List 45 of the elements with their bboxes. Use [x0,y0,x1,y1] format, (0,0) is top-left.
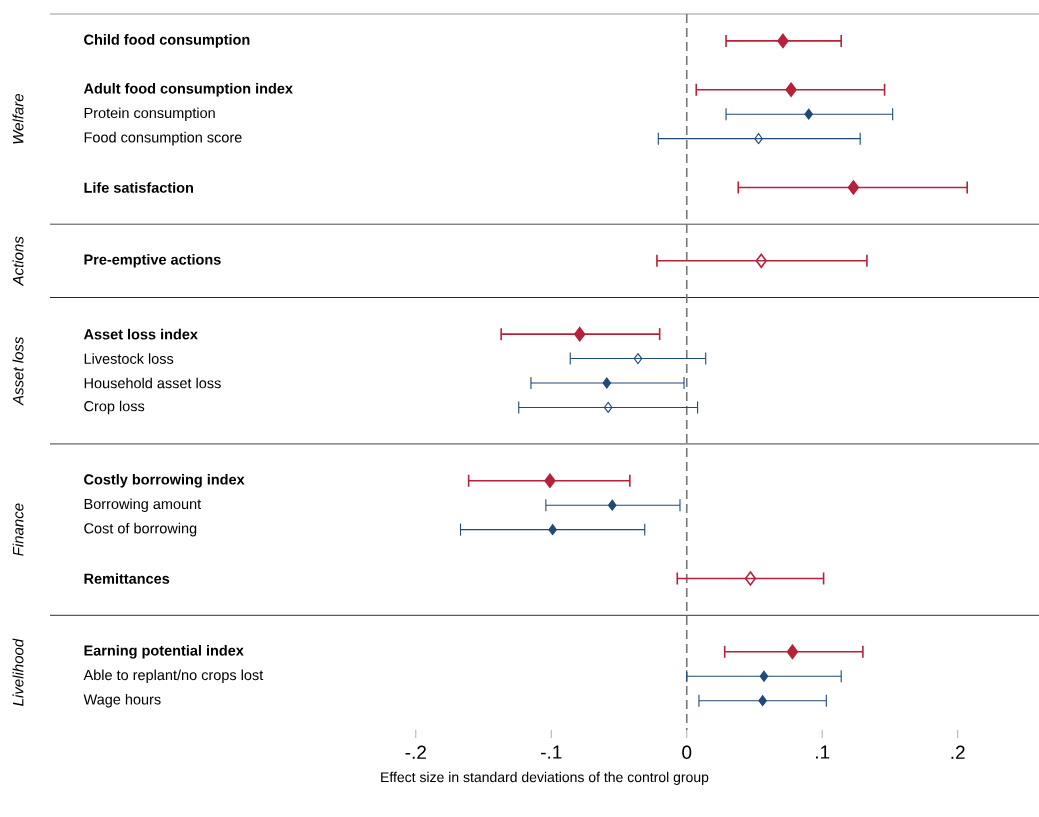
y-tick-label: Protein consumption [84,107,215,121]
point [607,499,617,511]
text: Asset loss [12,336,24,406]
point [548,524,557,536]
y-tick-label: Household asset loss [84,377,221,389]
y-tick-label: Child food consumption [84,34,250,48]
text: Finance [12,503,24,556]
y-tick-label: Wage hours [83,693,161,708]
y-tick-label: Pre-emptive actions [84,254,221,268]
y-tick-label: Earning potential index [84,645,244,659]
point [804,108,813,120]
x-tick-label: .1 [816,745,830,759]
point [847,180,860,195]
point [633,353,643,365]
point [602,377,612,389]
y-tick-label: Food consumption score [84,131,242,146]
text: Livelihood [12,638,24,706]
y-tick-label: Able to replant/no crops lost [83,669,264,684]
y-tick-label: Asset loss index [83,328,198,340]
text: Actions [12,236,24,287]
x-tick-label: 0 [682,745,692,759]
x-tick-label: -.1 [541,745,562,759]
point [754,133,763,145]
point [603,401,613,413]
point [777,33,789,49]
point [755,253,767,269]
point [574,326,586,342]
point [786,644,799,660]
y-tick-label: Life satisfaction [84,182,194,193]
y-tick-label: Adult food consumption index [83,83,293,97]
y-tick-label: Remittances [84,573,170,584]
y-tick-label: Costly borrowing index [84,473,245,488]
point [544,473,556,489]
y-tick-label: Livestock loss [84,353,174,364]
point [744,571,757,586]
text: Welfare [12,93,24,144]
x-tick-label: .2 [951,745,965,759]
point [758,695,767,707]
y-tick-label: Crop loss [84,400,145,415]
y-tick-label: Borrowing amount [84,498,202,512]
point [785,82,797,98]
point [759,670,769,682]
x-tick-label: -.2 [405,745,426,759]
y-tick-label: Cost of borrowing [84,522,197,537]
x-axis-title: Effect size in standard deviations of the control group [381,771,709,785]
